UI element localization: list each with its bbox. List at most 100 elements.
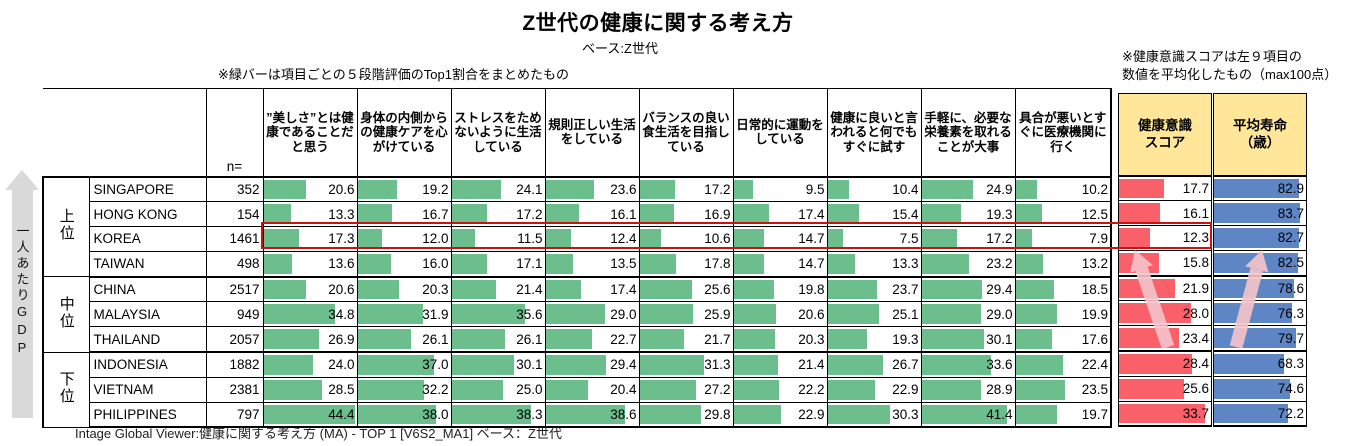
country-cell: KOREA — [88, 226, 207, 252]
bar-wrap: 21.4 — [452, 278, 544, 301]
value-label: 29.4 — [610, 357, 637, 373]
page-subtitle: ベース:Z世代 — [582, 41, 658, 56]
lifespan-column: 平均寿命 （歳） 82.9 83.7 82.7 82.5 78.6 76.3 79.7 68.3… — [1213, 93, 1307, 428]
value-label: 10.2 — [1081, 181, 1108, 197]
bar-wrap: 44.4 — [264, 403, 356, 425]
value-label: 9.5 — [805, 181, 825, 197]
side-row: 28.0 — [1118, 300, 1212, 327]
bar-wrap: 74.6 — [1214, 377, 1306, 401]
value-label: 21.4 — [516, 282, 543, 298]
bar-wrap: 32.2 — [358, 378, 450, 401]
value-label: 20.4 — [610, 382, 637, 398]
bar-cell: 78.6 — [1213, 275, 1307, 302]
footer-source: Intage Global Viewer:健康に関する考え方 (MA) - TO… — [75, 426, 562, 441]
value-label: 23.2 — [986, 256, 1013, 272]
value-label: 72.2 — [1277, 406, 1304, 422]
bar-wrap: 20.3 — [734, 328, 826, 350]
bar-wrap: 82.7 — [1214, 226, 1306, 250]
bar-cell: 21.4 — [732, 351, 828, 378]
item-bar — [546, 304, 606, 325]
value-label: 14.7 — [798, 231, 825, 247]
n-cell: 352 — [205, 175, 264, 203]
score-header: 健康意識 スコア — [1118, 93, 1212, 177]
item-bar — [358, 279, 400, 300]
item-bar — [922, 229, 958, 249]
value-label: 27.2 — [704, 382, 731, 398]
value-label: 76.3 — [1277, 305, 1304, 321]
bar-wrap: 30.1 — [922, 328, 1014, 350]
lifespan-bar — [1214, 378, 1291, 399]
value-label: 29.0 — [610, 306, 637, 322]
bar-wrap: 19.9 — [1016, 303, 1109, 326]
value-label: 23.5 — [1081, 382, 1108, 398]
bar-cell: 30.1 — [450, 351, 546, 378]
value-label: 30.1 — [986, 331, 1013, 347]
bar-wrap: 28.4 — [1119, 352, 1211, 376]
item-bar — [640, 379, 696, 400]
value-label: 22.9 — [892, 382, 919, 398]
item-bar — [828, 329, 868, 350]
item-bar — [546, 329, 593, 350]
score-bar — [1119, 328, 1179, 349]
country-cell: SINGAPORE — [88, 175, 207, 203]
table-row: VIETNAM 2381 28.5 32.2 25.0 20.4 27.2 22.2 22.9 2… — [43, 376, 1112, 403]
item-bar — [922, 279, 983, 300]
value-label: 16.1 — [610, 206, 637, 222]
bar-wrap: 82.5 — [1214, 251, 1306, 275]
item-bar — [546, 404, 626, 425]
side-row: 72.2 — [1213, 400, 1307, 428]
bar-cell: 17.4 — [544, 276, 640, 303]
item-bar — [828, 253, 856, 274]
item-bar — [264, 304, 336, 325]
value-label: 13.3 — [892, 256, 919, 272]
bar-wrap: 17.6 — [1016, 328, 1109, 350]
value-label: 31.3 — [704, 357, 731, 373]
bar-cell: 33.7 — [1118, 400, 1212, 428]
bar-wrap: 37.0 — [358, 353, 450, 376]
lifespan-bar — [1214, 228, 1299, 248]
bar-wrap: 30.1 — [452, 353, 544, 376]
item-bar — [922, 179, 973, 200]
value-label: 24.9 — [986, 181, 1013, 197]
bar-wrap: 19.7 — [1016, 403, 1109, 425]
bar-wrap: 17.4 — [546, 278, 638, 301]
value-label: 25.0 — [516, 382, 543, 398]
value-label: 13.6 — [328, 256, 355, 272]
bar-cell: 29.8 — [638, 401, 734, 429]
value-label: 19.7 — [1081, 407, 1108, 423]
side-row: 82.5 — [1213, 249, 1307, 277]
bar-wrap: 29.0 — [546, 303, 638, 326]
item-bar — [922, 404, 1008, 425]
bar-cell: 20.6 — [262, 276, 358, 303]
item-bar — [1016, 279, 1055, 300]
bar-wrap: 21.7 — [640, 328, 732, 350]
bar-wrap: 16.0 — [358, 252, 450, 274]
bar-wrap: 16.9 — [640, 203, 732, 226]
item-bar — [734, 404, 781, 425]
bar-wrap: 20.6 — [264, 278, 356, 301]
arrow-shaft — [11, 190, 33, 418]
value-label: 21.4 — [798, 357, 825, 373]
bar-wrap: 19.3 — [922, 203, 1014, 226]
bar-cell: 32.2 — [356, 376, 452, 403]
bar-wrap: 16.1 — [1119, 201, 1211, 225]
health-score-column: 健康意識 スコア 17.7 16.1 12.3 15.8 21.9 28.0 23.4 28.4… — [1118, 93, 1212, 428]
value-label: 19.2 — [422, 181, 449, 197]
bar-wrap: 13.3 — [264, 203, 356, 226]
n-cell: 2517 — [205, 276, 264, 303]
item-bar — [640, 355, 705, 375]
bar-wrap: 17.1 — [452, 252, 544, 274]
n-cell: 1882 — [205, 351, 264, 378]
bar-cell: 26.7 — [826, 351, 922, 378]
item-bar — [264, 279, 307, 300]
bar-wrap: 25.0 — [452, 378, 544, 401]
value-label: 79.7 — [1277, 330, 1304, 346]
item-bar — [828, 404, 891, 425]
bar-cell: 20.6 — [732, 301, 828, 328]
arrow-up-icon — [5, 170, 39, 190]
item-bar — [640, 229, 662, 249]
bar-cell: 29.4 — [920, 276, 1016, 303]
bar-cell: 83.7 — [1213, 200, 1307, 227]
item-bar — [922, 329, 984, 350]
bar-wrap: 15.4 — [828, 203, 920, 226]
